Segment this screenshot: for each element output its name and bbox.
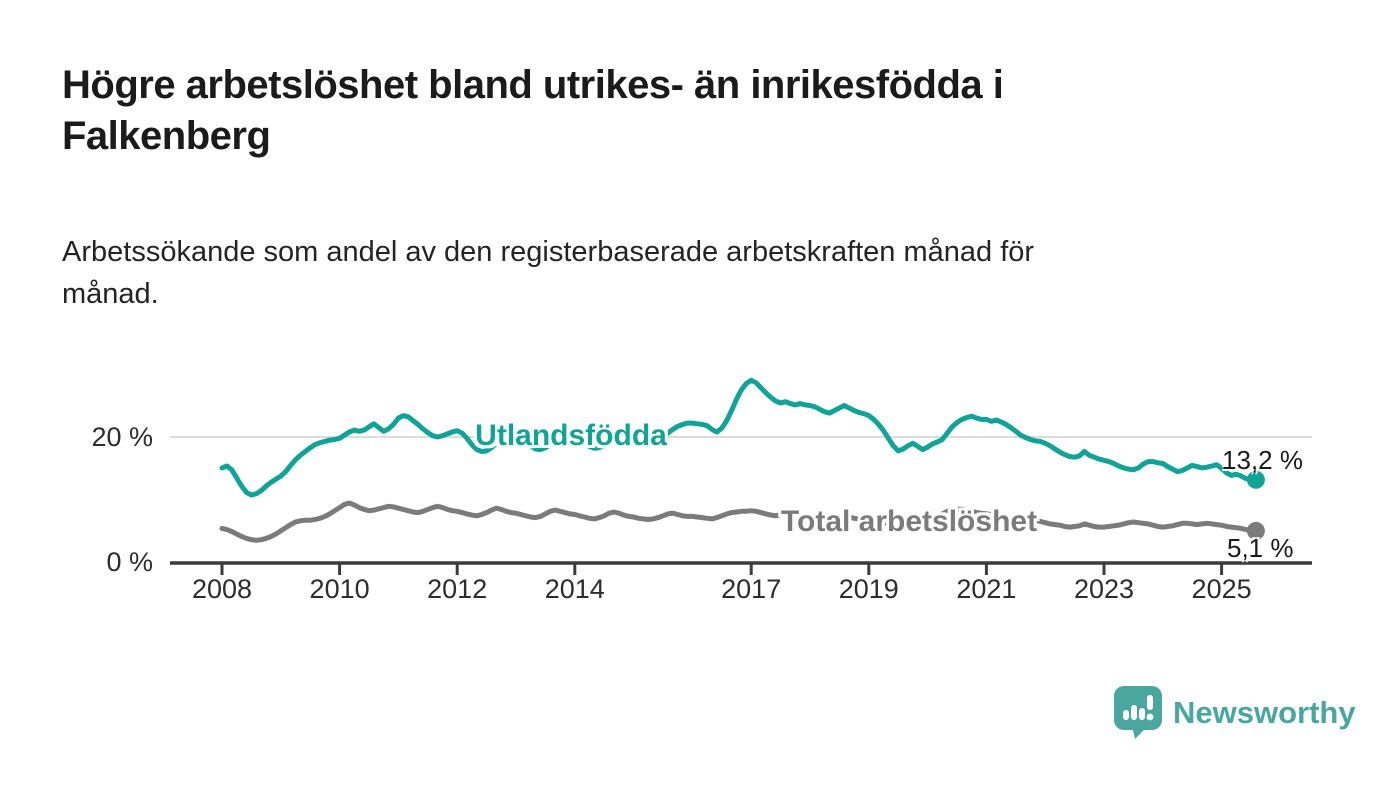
- line-total-arbetsloshet: [219, 500, 1259, 543]
- page-title-line2: Falkenberg: [62, 114, 271, 158]
- end-value-label-total: 5,1 %: [1227, 533, 1294, 563]
- line-utlandsfodda: [219, 377, 1259, 498]
- logo-bar-3: [1139, 708, 1145, 720]
- chart-subtitle-line1: Arbetssökande som andel av den registerb…: [62, 236, 1035, 268]
- end-dot-total: [1246, 521, 1265, 540]
- x-tick-label-2012: 2012: [427, 574, 488, 604]
- x-tick-label-2014: 2014: [544, 574, 605, 604]
- series-label-utlandsfodda: Utlandsfödda: [475, 419, 667, 452]
- logo-bubble-shape: [1114, 686, 1162, 739]
- x-tick-label-2021: 2021: [956, 574, 1017, 604]
- brand-footer: Newsworthy: [1114, 686, 1356, 740]
- x-tick-label-2017: 2017: [721, 574, 782, 604]
- page-title: Högre arbetslöshet bland utrikes- än inr…: [62, 60, 1252, 162]
- logo-bar-1: [1123, 710, 1129, 720]
- x-tick-label-2010: 2010: [309, 574, 370, 604]
- series-label-total-arbetsloshet: Total arbetslöshet: [780, 505, 1038, 538]
- x-tick-label-2025: 2025: [1191, 574, 1252, 604]
- y-tick-label-20: 20 %: [91, 422, 153, 452]
- end-value-label-utlandsfodda: 13,2 %: [1222, 445, 1303, 475]
- logo-exclamation-dot: [1146, 713, 1154, 721]
- y-tick-label-0: 0 %: [106, 547, 153, 577]
- x-tick-label-2023: 2023: [1073, 574, 1135, 604]
- logo-exclamation-bar: [1147, 695, 1153, 710]
- end-dot-utlandsfodda: [1246, 470, 1265, 489]
- chart-subtitle-line2: månad.: [62, 278, 159, 310]
- page-title-line1: Högre arbetslöshet bland utrikes- än inr…: [62, 63, 1004, 107]
- brand-wordmark: Newsworthy: [1173, 695, 1356, 730]
- x-tick-label-2008: 2008: [191, 574, 253, 604]
- newsworthy-logo-icon: [1114, 686, 1162, 739]
- logo-bar-2: [1131, 705, 1137, 720]
- chart-subtitle: Arbetssökande som andel av den registerb…: [62, 231, 1262, 315]
- x-tick-label-2019: 2019: [838, 574, 899, 604]
